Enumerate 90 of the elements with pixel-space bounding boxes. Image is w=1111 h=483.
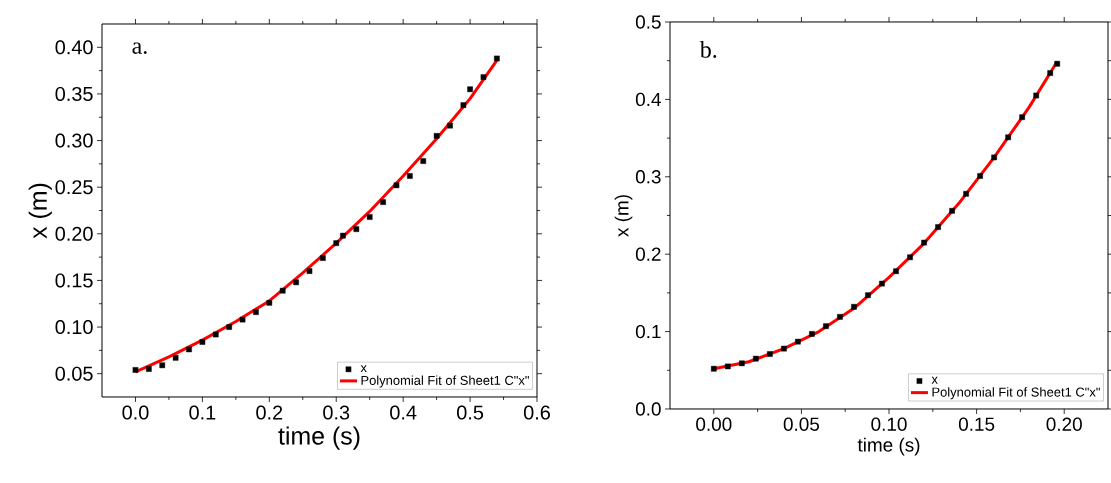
point [320, 255, 326, 261]
y-tick-label: 0.25 [55, 180, 93, 195]
point [447, 122, 453, 129]
point [753, 355, 759, 362]
point [226, 324, 232, 330]
point [353, 226, 360, 232]
point [460, 102, 467, 108]
point [393, 182, 400, 189]
y-tick-label: 0.10 [55, 320, 93, 335]
point [333, 240, 340, 246]
point [420, 158, 427, 164]
point [879, 280, 885, 287]
point [146, 366, 152, 372]
x-tick-label: 0.5 [457, 405, 484, 420]
point [159, 362, 166, 369]
point [907, 254, 913, 261]
y-tick-label: 0.3 [635, 170, 661, 184]
point [172, 355, 179, 361]
y-axis-title: x (m) [614, 195, 633, 237]
point [306, 268, 313, 274]
y-axis-title: x (m) [28, 183, 52, 239]
point [823, 323, 829, 329]
point [739, 360, 745, 367]
x-tick-label: 0.2 [256, 405, 283, 420]
y-tick-label: 0.4 [635, 92, 661, 107]
point [977, 173, 983, 179]
point [781, 345, 787, 352]
x-tick-label: 0.05 [783, 417, 820, 431]
point [1054, 60, 1060, 67]
point [132, 367, 139, 373]
point [467, 86, 473, 93]
point [433, 133, 440, 139]
point [266, 300, 273, 306]
point [809, 331, 815, 337]
x-axis-title: time (s) [857, 437, 920, 456]
x-tick-label: 0.4 [390, 405, 417, 420]
point [293, 279, 299, 286]
point [795, 338, 801, 345]
y-tick-label: 0.2 [635, 247, 661, 261]
point [893, 268, 899, 275]
point [1019, 114, 1025, 120]
point [949, 208, 955, 214]
point [212, 331, 219, 338]
point [1005, 134, 1011, 141]
legend-label: x [360, 365, 367, 372]
point [239, 316, 246, 323]
point [767, 351, 773, 357]
point [851, 304, 857, 310]
y-tick-label: 0.1 [635, 324, 661, 339]
legend-label: Polynomial Fit of Sheet1 C"x" [361, 375, 529, 388]
legend-label: Polynomial Fit of Sheet1 C"x" [932, 387, 1100, 400]
point [480, 74, 487, 80]
x-tick-label: 0.20 [1046, 417, 1082, 431]
point [366, 214, 373, 220]
point [837, 314, 843, 320]
point [865, 292, 871, 299]
annotation: b. [699, 40, 717, 58]
x-tick-label: 0.6 [523, 405, 550, 420]
point [199, 339, 206, 345]
x-tick-label: 0.1 [189, 405, 216, 420]
y-tick-label: 0.05 [55, 366, 93, 381]
point [1033, 92, 1039, 99]
y-tick-label: 0.5 [635, 15, 661, 29]
point [279, 287, 286, 294]
point [935, 224, 941, 230]
legend-label: x [931, 376, 938, 384]
point [340, 232, 346, 239]
point [407, 173, 413, 179]
point [1047, 70, 1053, 76]
annotation: a. [132, 42, 147, 54]
point [253, 309, 259, 315]
point [921, 239, 927, 246]
point [725, 363, 731, 370]
x-tick-label: 0.3 [323, 405, 350, 420]
x-tick-label: 0.15 [958, 417, 995, 431]
point [380, 199, 386, 205]
x-tick-label: 0.00 [696, 417, 732, 431]
point [711, 365, 717, 372]
x-tick-label: 0.0 [122, 405, 149, 420]
y-tick-label: 0.20 [55, 226, 93, 241]
y-tick-label: 0.30 [55, 133, 93, 148]
y-tick-label: 0.15 [55, 273, 93, 288]
x-tick-label: 0.10 [871, 417, 907, 431]
y-tick-label: 0.40 [55, 40, 93, 55]
y-tick-label: 0.35 [55, 86, 93, 101]
point [963, 191, 969, 197]
point [494, 55, 500, 62]
point [186, 346, 192, 353]
x-axis-title: time (s) [278, 426, 360, 450]
point [991, 154, 997, 161]
